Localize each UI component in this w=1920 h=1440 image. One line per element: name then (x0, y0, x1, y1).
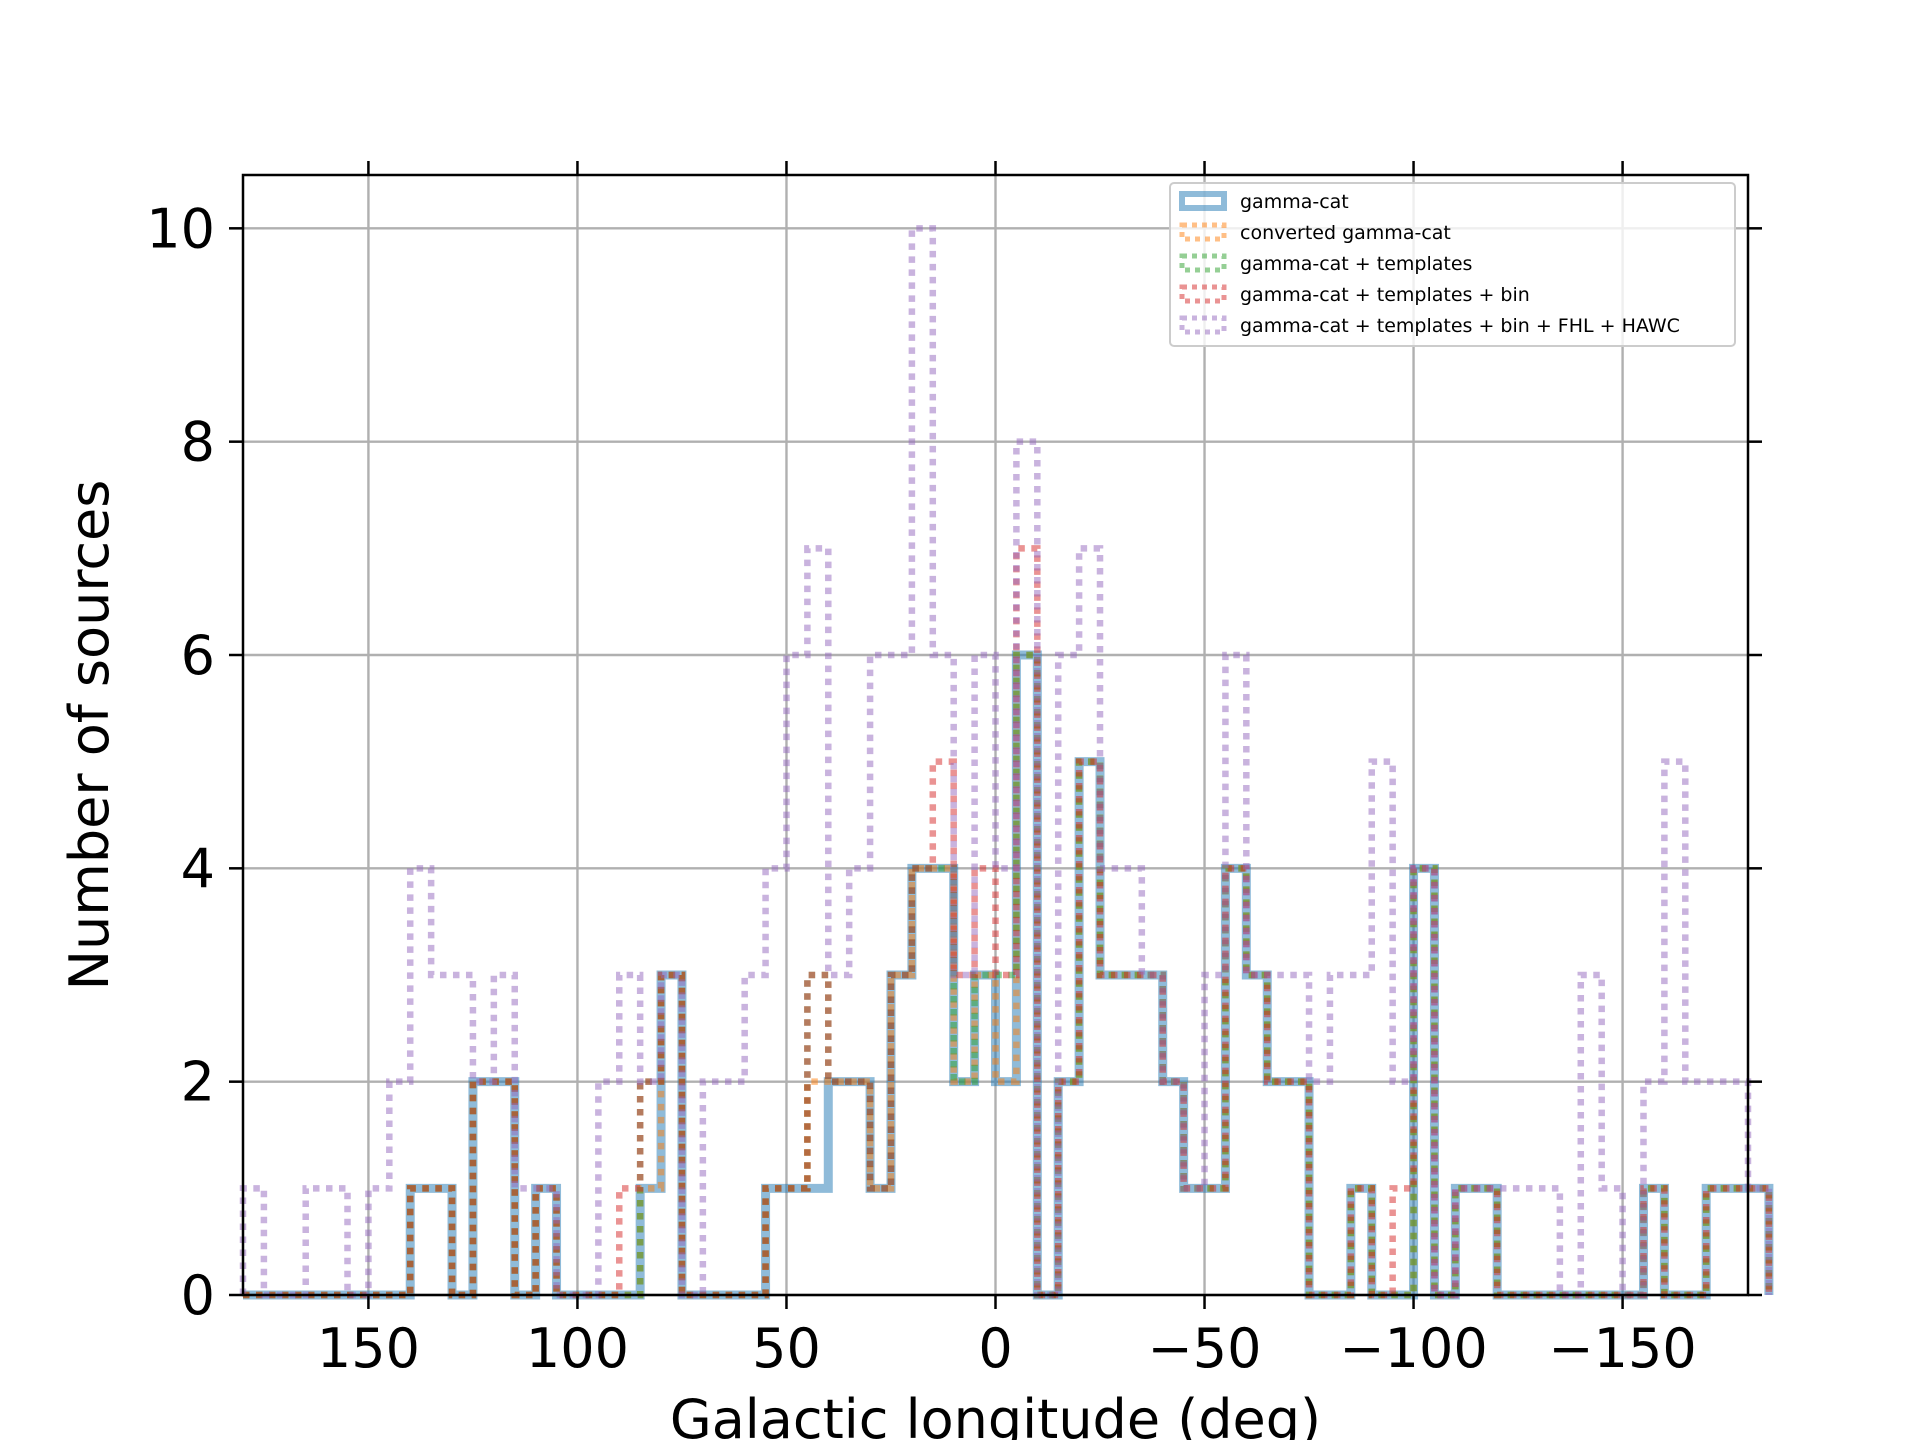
x-axis-label: Galactic longitude (deg) (670, 1388, 1321, 1440)
y-tick-label: 2 (181, 1051, 215, 1114)
x-tick-label: −100 (1339, 1317, 1487, 1380)
legend-box (1169, 182, 1736, 347)
legend-swatch (1179, 315, 1227, 335)
legend-label: gamma-cat + templates + bin + FHL + HAWC (1240, 315, 1680, 337)
x-tick-label: 100 (526, 1317, 629, 1380)
y-tick-label: 8 (181, 411, 215, 474)
legend-label: converted gamma-cat (1240, 222, 1451, 244)
y-tick-label: 10 (146, 197, 215, 260)
series-4-outline (239, 225, 1773, 1299)
legend-label: gamma-cat + templates + bin (1240, 284, 1530, 306)
y-tick-label: 4 (181, 837, 215, 900)
x-tick-label: 50 (752, 1317, 821, 1380)
x-tick-label: 0 (978, 1317, 1012, 1380)
ticks: 150 100 50 0 −50 −100 −150 0 2 4 6 8 10 (146, 161, 1762, 1380)
x-tick-label: −50 (1148, 1317, 1262, 1380)
x-tick-label: −150 (1548, 1317, 1696, 1380)
y-axis-label: Number of sources (58, 480, 121, 991)
legend-swatch (1179, 191, 1227, 211)
legend-swatch (1179, 222, 1227, 242)
legend: gamma-cat converted gamma-cat gamma-cat + … (1169, 182, 1736, 347)
series-layer (239, 225, 1774, 1300)
legend-swatch (1179, 253, 1227, 273)
legend-label: gamma-cat (1240, 191, 1349, 213)
legend-swatch (1179, 284, 1227, 304)
y-tick-label: 6 (181, 624, 215, 687)
y-tick-label: 0 (181, 1264, 215, 1327)
x-tick-label: 150 (317, 1317, 420, 1380)
legend-label: gamma-cat + templates (1240, 253, 1472, 275)
